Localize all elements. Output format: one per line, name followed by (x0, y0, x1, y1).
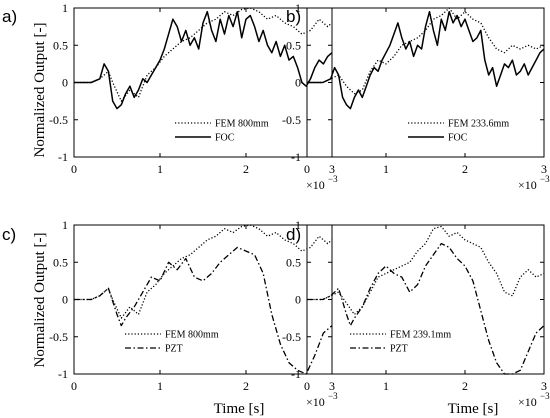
y-axis-title-top: Normalized Output [-] (32, 23, 48, 158)
y-tick-label: 0 (62, 76, 68, 90)
legend-entry: FEM 233.6mm (448, 119, 509, 130)
panel-label: b) (286, 7, 301, 26)
y-tick-label: 1 (295, 1, 301, 15)
x-tick-label: 1 (157, 162, 163, 176)
series-line-foc (307, 10, 545, 110)
x-axis-multiplier: ×10 (306, 395, 325, 409)
series-line-pzt (74, 246, 333, 375)
x-axis-multiplier-exponent: −3 (328, 391, 338, 401)
x-axis-multiplier: ×10 (518, 395, 537, 409)
y-tick-label: -0.5 (49, 113, 68, 127)
y-axis-title-bottom: Normalized Output [-] (32, 233, 48, 368)
x-axis-multiplier: ×10 (306, 178, 325, 192)
x-tick-label: 1 (383, 379, 389, 393)
x-tick-label: 0 (304, 162, 310, 176)
x-tick-label: 3 (329, 162, 335, 176)
y-tick-label: 1 (295, 218, 301, 232)
plot-frame (73, 7, 333, 158)
series-line-fem-233-6mm (307, 7, 545, 95)
x-axis-multiplier-exponent: −3 (328, 174, 338, 184)
x-tick-label: 0 (71, 379, 77, 393)
y-tick-label: -0.5 (282, 330, 301, 344)
y-tick-label: -1 (291, 150, 301, 164)
panel-c: 0 1 2 3 -1 -0.5 0 0.5 1 ×10 −3 c) FEM 800mm PZT (2, 218, 338, 409)
panel-label: a) (2, 7, 17, 26)
x-tick-label: 2 (462, 379, 468, 393)
x-axis-multiplier-exponent: −3 (540, 391, 550, 401)
y-tick-label: 0 (295, 293, 301, 307)
y-tick-label: 0.5 (286, 255, 301, 269)
y-tick-label: -0.5 (282, 113, 301, 127)
x-tick-label: 2 (243, 162, 249, 176)
y-tick-label: 1 (62, 218, 68, 232)
legend-entry: FEM 239.1mm (390, 330, 451, 341)
series-line-fem-239-1mm (307, 225, 545, 316)
y-tick-label: 0.5 (53, 255, 68, 269)
y-tick-label: 0 (62, 293, 68, 307)
legend-entry: PZT (390, 344, 408, 355)
series-line-fem-800mm (74, 224, 333, 319)
panel-a: 0 1 2 3 -1 -0.5 0 0.5 1 ×10 −3 a) FEM 800mm FOC (2, 1, 338, 192)
plot-frame (73, 224, 333, 375)
legend-entry: FOC (448, 133, 468, 144)
panel-label: d) (286, 225, 301, 244)
x-axis-title-left: Time [s] (214, 401, 265, 417)
x-tick-label: 3 (541, 162, 547, 176)
y-tick-label: 0 (295, 76, 301, 90)
x-axis-title-right: Time [s] (448, 401, 499, 417)
panel-label: c) (2, 225, 16, 244)
y-tick-label: 0.5 (286, 38, 301, 52)
y-tick-label: -0.5 (49, 330, 68, 344)
x-tick-label: 1 (383, 162, 389, 176)
x-tick-label: 0 (71, 162, 77, 176)
series-line-fem-800mm (74, 7, 333, 102)
x-tick-label: 1 (157, 379, 163, 393)
series-line-pzt (307, 242, 545, 375)
y-tick-label: 0.5 (53, 38, 68, 52)
x-tick-label: 3 (329, 379, 335, 393)
x-axis-multiplier-exponent: −3 (540, 174, 550, 184)
x-axis-multiplier: ×10 (518, 178, 537, 192)
y-tick-label: -1 (291, 367, 301, 381)
y-tick-label: -1 (58, 150, 68, 164)
x-tick-label: 2 (462, 162, 468, 176)
x-tick-label: 3 (541, 379, 547, 393)
series-line-foc (74, 10, 333, 110)
legend-entry: FEM 800mm (165, 330, 219, 341)
y-tick-label: 1 (62, 1, 68, 15)
x-tick-label: 0 (304, 379, 310, 393)
x-tick-label: 2 (243, 379, 249, 393)
legend-entry: FEM 800mm (215, 119, 269, 130)
legend-entry: FOC (215, 133, 235, 144)
legend-entry: PZT (165, 344, 183, 355)
y-tick-label: -1 (58, 367, 68, 381)
